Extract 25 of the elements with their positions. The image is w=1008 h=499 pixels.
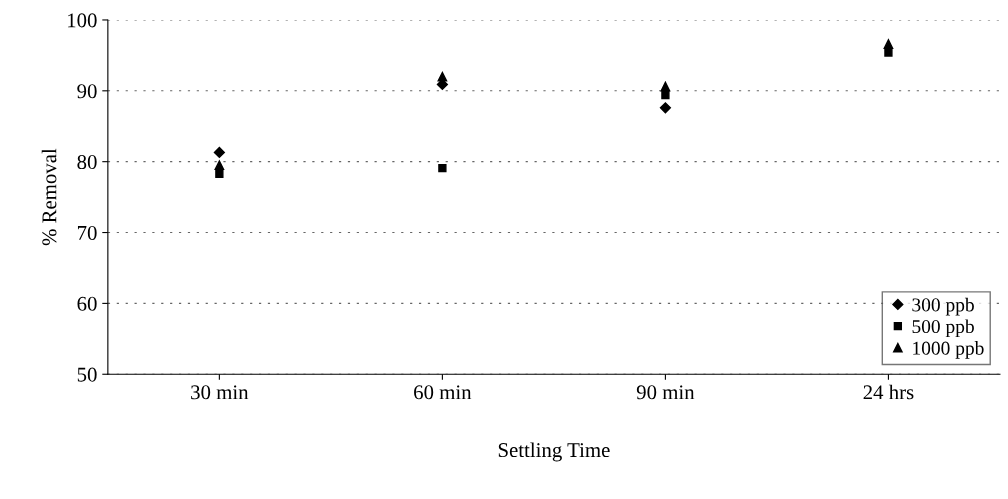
- y-tick-label: 100: [68, 13, 97, 28]
- point: [213, 146, 225, 159]
- point: [437, 71, 448, 82]
- point: [884, 48, 893, 57]
- legend-label: 300 ppb: [912, 297, 974, 316]
- y-axis-title: % Removal: [41, 148, 57, 246]
- y-tick-label: 90: [77, 84, 97, 99]
- x-tick-label: 90 min: [636, 385, 695, 400]
- point: [661, 90, 670, 100]
- x-axis-title: Settling Time: [498, 442, 610, 462]
- y-tick-label: 50: [77, 367, 97, 382]
- point: [660, 81, 671, 92]
- y-tick-label: 80: [77, 155, 97, 170]
- y-tick-label: 60: [77, 296, 97, 311]
- point: [215, 169, 224, 178]
- point: [438, 163, 447, 173]
- point: [214, 160, 225, 171]
- point: [659, 102, 672, 114]
- legend-label: 1000 ppb: [913, 341, 984, 359]
- x-tick-label: 30 min: [191, 385, 249, 400]
- legend-label: 500 ppb: [912, 319, 974, 338]
- point: [883, 39, 894, 49]
- y-tick-label: 70: [77, 225, 97, 240]
- x-tick-label: 24 hrs: [863, 384, 914, 400]
- x-tick-label: 60 min: [414, 385, 472, 400]
